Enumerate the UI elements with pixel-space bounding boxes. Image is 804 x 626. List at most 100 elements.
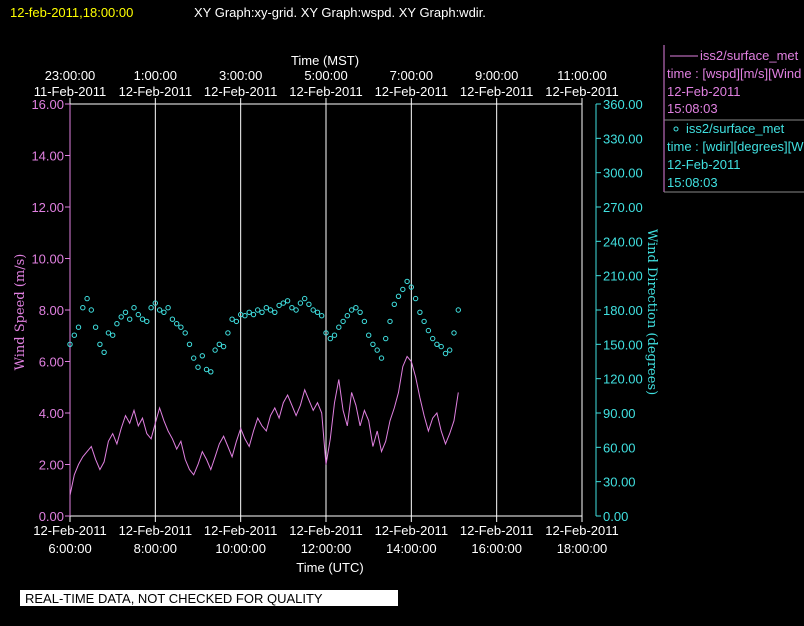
right-tick-label: 330.00 <box>603 131 643 146</box>
wdir-point <box>212 347 218 353</box>
wdir-point <box>259 309 265 315</box>
wdir-point <box>395 293 402 299</box>
bottom-tick-time: 6:00:00 <box>48 541 91 556</box>
wdir-point <box>208 369 214 375</box>
bottom-tick-time: 18:00:00 <box>557 541 608 556</box>
wdir-point <box>92 324 99 330</box>
wdir-point <box>246 309 252 315</box>
wdir-point <box>263 305 269 311</box>
wdir-point <box>430 335 436 342</box>
wdir-point <box>408 284 414 290</box>
left-tick-label: 16.00 <box>31 97 64 112</box>
bottom-tick-date: 12-Feb-2011 <box>119 523 192 538</box>
left-axis-title: Wind Speed (m/s) <box>13 254 28 371</box>
top-tick-time: 23:00:00 <box>45 68 96 83</box>
right-tick-label: 240.00 <box>603 234 643 249</box>
right-tick-label: 60.00 <box>603 440 636 455</box>
right-tick-label: 360.00 <box>603 97 643 112</box>
wdir-point <box>127 316 133 322</box>
wdir-point <box>139 316 146 322</box>
wdir-point <box>319 313 325 319</box>
wdir-point <box>199 353 206 359</box>
wdir-point <box>391 301 397 307</box>
wdir-point <box>344 313 350 319</box>
wdir-point <box>387 318 393 325</box>
wdir-point <box>404 278 410 285</box>
plot-frame <box>69 103 597 517</box>
legend-wspd-variable: time : [wspd][m/s][Wind <box>667 66 801 81</box>
bottom-tick-time: 16:00:00 <box>471 541 522 556</box>
right-tick-label: 210.00 <box>603 269 643 284</box>
left-tick-label: 10.00 <box>31 252 64 267</box>
top-tick-date: 12-Feb-2011 <box>204 84 277 99</box>
wdir-series <box>67 278 461 375</box>
bottom-tick-time: 14:00:00 <box>386 541 437 556</box>
wdir-point <box>118 314 124 320</box>
wdir-point <box>148 305 154 311</box>
legend-marker-wdir <box>673 126 679 132</box>
header-timestamp: 12-feb-2011,18:00:00 <box>10 5 133 20</box>
wdir-point <box>110 332 116 338</box>
wdir-point <box>131 305 137 311</box>
wdir-point <box>348 307 355 313</box>
right-tick-label: 180.00 <box>603 303 643 318</box>
wdir-point <box>289 305 295 311</box>
bottom-axis-ticks: 12-Feb-2011 6:00:00 12-Feb-2011 8:00:00 12-F… <box>33 516 619 556</box>
legend-wdir-time: 15:08:03 <box>667 175 718 190</box>
wdir-point <box>421 318 427 325</box>
wdir-point <box>169 316 176 322</box>
wdir-point <box>156 307 163 313</box>
wdir-point <box>327 335 333 342</box>
wdir-point <box>336 324 342 330</box>
wdir-point <box>331 332 338 338</box>
wdir-point <box>178 324 184 330</box>
top-tick-date: 12-Feb-2011 <box>545 84 618 99</box>
wdir-point <box>353 305 359 311</box>
wdir-point <box>216 341 223 347</box>
wdir-point <box>434 341 440 347</box>
wdir-point <box>71 332 78 338</box>
bottom-tick-time: 12:00:00 <box>301 541 352 556</box>
top-tick-date: 12-Feb-2011 <box>289 84 362 99</box>
wdir-point <box>340 318 346 325</box>
bottom-tick-date: 12-Feb-2011 <box>375 523 448 538</box>
vertical-grid <box>154 104 498 516</box>
wdir-point <box>80 305 86 311</box>
right-tick-label: 150.00 <box>603 337 643 352</box>
top-tick-date: 12-Feb-2011 <box>375 84 448 99</box>
wdir-point <box>272 309 278 315</box>
wdir-point <box>302 295 308 302</box>
wdir-point <box>135 311 142 318</box>
legend-wdir-date: 12-Feb-2011 <box>667 157 740 172</box>
legend-wdir-variable: time : [wdir][degrees][W <box>667 139 804 154</box>
left-tick-label: 0.00 <box>39 509 64 524</box>
bottom-axis-title: Time (UTC) <box>296 560 363 575</box>
bottom-tick-date: 12-Feb-2011 <box>289 523 362 538</box>
wdir-point <box>383 335 389 342</box>
legend: iss2/surface_met time : [wspd][m/s][Wind… <box>663 45 804 193</box>
wdir-point <box>447 347 453 353</box>
wdir-point <box>357 309 363 315</box>
left-tick-label: 12.00 <box>31 200 64 215</box>
top-tick-time: 1:00:00 <box>134 68 177 83</box>
wdir-point <box>242 313 248 319</box>
left-tick-label: 2.00 <box>39 458 64 473</box>
wdir-point <box>220 343 227 350</box>
wdir-point <box>114 321 120 327</box>
legend-wspd-source: iss2/surface_met <box>700 48 799 63</box>
top-tick-time: 9:00:00 <box>475 68 518 83</box>
right-axis-title: Wind Direction (degrees) <box>644 229 659 395</box>
wdir-point <box>67 341 73 347</box>
wdir-point <box>105 330 112 336</box>
wdir-point <box>297 300 304 306</box>
bottom-tick-date: 12-Feb-2011 <box>460 523 533 538</box>
right-axis-ticks: 0.00 30.00 60.00 90.00 120.00 150.00 180.00 210… <box>596 97 643 524</box>
bottom-tick-date: 12-Feb-2011 <box>545 523 618 538</box>
wdir-point <box>442 350 449 357</box>
top-tick-time: 5:00:00 <box>304 68 347 83</box>
wspd-series <box>69 355 459 496</box>
wdir-point <box>280 300 286 306</box>
wdir-point <box>182 330 188 336</box>
bottom-tick-time: 10:00:00 <box>215 541 266 556</box>
left-tick-label: 4.00 <box>39 406 64 421</box>
